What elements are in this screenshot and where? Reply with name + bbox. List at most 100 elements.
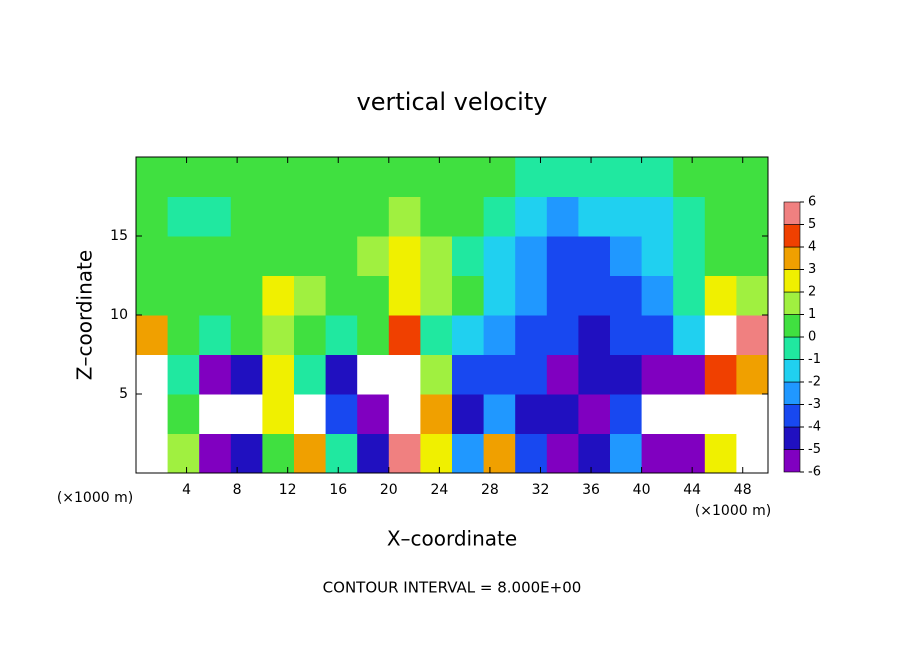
- heatmap-cell: [136, 315, 169, 355]
- y-unit-label: (×1000 m): [57, 490, 133, 506]
- chart-title: vertical velocity: [357, 88, 548, 116]
- heatmap-cell: [546, 394, 579, 434]
- colorbar-tick-label: -6: [808, 465, 821, 480]
- heatmap-cell: [578, 315, 611, 355]
- colorbar-tick-label: 4: [808, 240, 816, 255]
- heatmap-cell: [230, 275, 263, 316]
- heatmap-cell: [199, 157, 232, 197]
- heatmap-cell: [262, 196, 295, 237]
- heatmap-cell: [136, 157, 169, 197]
- heatmap-cell: [357, 196, 390, 237]
- colorbar-tick-label: -5: [808, 442, 821, 457]
- colorbar-bin: [783, 314, 801, 338]
- heatmap-cell: [704, 394, 737, 434]
- heatmap-cell: [357, 236, 390, 276]
- heatmap-cell: [357, 157, 390, 197]
- x-tick-label: 24: [430, 482, 448, 498]
- heatmap-cell: [325, 157, 358, 197]
- heatmap-cell: [546, 196, 579, 237]
- heatmap-cell: [704, 354, 737, 395]
- heatmap-cell: [357, 275, 390, 316]
- heatmap-cell: [199, 196, 232, 237]
- y-tick-label: 15: [110, 228, 128, 244]
- colorbar-tick-label: 5: [808, 217, 816, 232]
- x-tick-label: 48: [734, 482, 752, 498]
- colorbar-bin: [783, 426, 801, 450]
- heatmap-cell: [325, 433, 358, 474]
- heatmap-cell: [515, 275, 548, 316]
- heatmap-cell: [167, 315, 200, 355]
- heatmap-cell: [167, 433, 200, 474]
- heatmap-cell: [388, 394, 421, 434]
- heatmap-cell: [546, 236, 579, 276]
- colorbar-tick-label: -3: [808, 397, 821, 412]
- heatmap-cell: [294, 433, 327, 474]
- heatmap-cell: [704, 236, 737, 276]
- heatmap-cell: [230, 236, 263, 276]
- colorbar-tick-label: 6: [808, 195, 816, 210]
- heatmap-cell: [420, 433, 453, 474]
- heatmap-cell: [736, 275, 769, 316]
- heatmap-cell: [294, 275, 327, 316]
- heatmap-cell: [294, 157, 327, 197]
- x-tick-label: 4: [182, 482, 191, 498]
- heatmap-cell: [673, 157, 706, 197]
- colorbar-bin: [783, 291, 801, 315]
- heatmap-cell: [167, 394, 200, 434]
- heatmap-cell: [546, 157, 579, 197]
- heatmap-cell: [388, 315, 421, 355]
- heatmap-cell: [515, 354, 548, 395]
- heatmap-cell: [610, 354, 643, 395]
- heatmap-cell: [325, 394, 358, 434]
- heatmap-cell: [578, 157, 611, 197]
- heatmap-cell: [136, 354, 169, 395]
- colorbar-tick-label: 3: [808, 262, 816, 277]
- x-tick-label: 12: [279, 482, 297, 498]
- heatmap-cell: [199, 354, 232, 395]
- heatmap-cell: [230, 196, 263, 237]
- heatmap-cell: [262, 315, 295, 355]
- heatmap-cell: [452, 236, 485, 276]
- colorbar-tick-label: 1: [808, 307, 816, 322]
- heatmap-cell: [578, 433, 611, 474]
- heatmap-cell: [230, 315, 263, 355]
- heatmap-cell: [262, 394, 295, 434]
- heatmap-cell: [325, 315, 358, 355]
- heatmap-cell: [610, 394, 643, 434]
- heatmap-cell: [452, 354, 485, 395]
- heatmap-cell: [199, 433, 232, 474]
- heatmap-cell: [388, 433, 421, 474]
- heatmap-cell: [515, 157, 548, 197]
- colorbar-bin: [783, 381, 801, 405]
- colorbar-bin: [783, 201, 801, 225]
- heatmap-cell: [673, 236, 706, 276]
- heatmap-cell: [136, 236, 169, 276]
- heatmap-cell: [357, 394, 390, 434]
- heatmap-cell: [610, 315, 643, 355]
- heatmap-cell: [388, 157, 421, 197]
- heatmap-cell: [262, 236, 295, 276]
- heatmap-cell: [230, 433, 263, 474]
- heatmap-cell: [515, 315, 548, 355]
- heatmap-cell: [325, 354, 358, 395]
- heatmap-cell: [483, 315, 516, 355]
- heatmap-cell: [578, 354, 611, 395]
- heatmap-cell: [388, 196, 421, 237]
- heatmap-cell: [483, 354, 516, 395]
- heatmap-cell: [452, 394, 485, 434]
- heatmap-cell: [641, 315, 674, 355]
- heatmap-cell: [673, 196, 706, 237]
- heatmap-cell: [610, 433, 643, 474]
- colorbar-bin: [783, 404, 801, 428]
- heatmap-cell: [578, 236, 611, 276]
- heatmap-cell: [515, 433, 548, 474]
- heatmap-cell: [704, 315, 737, 355]
- heatmap-cell: [483, 157, 516, 197]
- colorbar-tick-label: -1: [808, 352, 821, 367]
- x-tick-label: 16: [329, 482, 347, 498]
- heatmap-cell: [262, 354, 295, 395]
- heatmap-cell: [578, 196, 611, 237]
- heatmap-cell: [673, 275, 706, 316]
- heatmap-cell: [199, 315, 232, 355]
- heatmap-cell: [230, 394, 263, 434]
